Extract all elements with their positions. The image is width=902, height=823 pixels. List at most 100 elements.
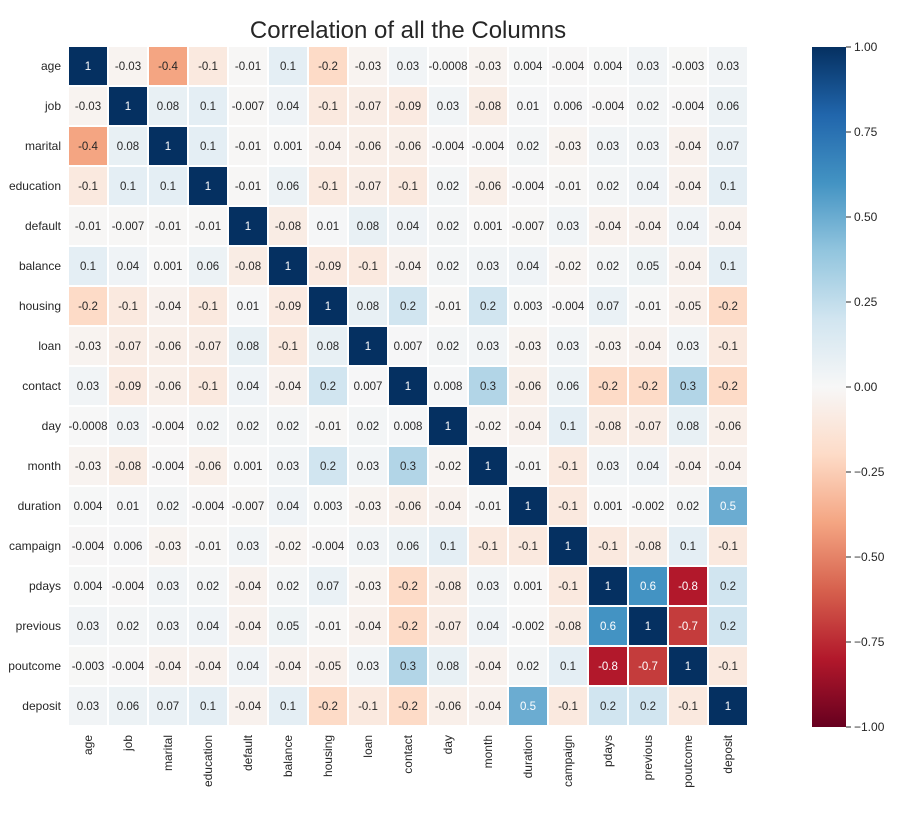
heatmap-cell — [189, 487, 227, 525]
heatmap-cell-label: -0.04 — [715, 461, 742, 473]
heatmap-cell — [69, 367, 107, 405]
x-tick-label: default — [241, 734, 255, 771]
heatmap-cell-label: 0.03 — [637, 141, 659, 153]
heatmap-cell-label: 0.06 — [277, 181, 299, 193]
heatmap-cell-label: -0.01 — [475, 501, 501, 513]
heatmap-cell — [149, 287, 187, 325]
heatmap-cell — [229, 47, 267, 85]
heatmap-cell-label: 0.03 — [597, 461, 619, 473]
heatmap-cell-label: -0.03 — [75, 101, 101, 113]
heatmap-cell — [309, 47, 347, 85]
heatmap-cell — [389, 287, 427, 325]
heatmap-cell — [709, 567, 747, 605]
heatmap-cell — [589, 407, 627, 445]
heatmap-cell-label: 0.07 — [317, 581, 339, 593]
heatmap-cell — [349, 407, 387, 445]
heatmap-cell-label: -0.4 — [158, 61, 178, 73]
heatmap-cell — [349, 87, 387, 125]
heatmap-cell — [629, 687, 667, 725]
heatmap-cell — [429, 647, 467, 685]
y-tick-label: pdays — [29, 579, 61, 593]
heatmap-cell — [309, 327, 347, 365]
heatmap-cell-label: 0.2 — [320, 381, 336, 393]
heatmap-cell — [149, 607, 187, 645]
heatmap-cell — [549, 407, 587, 445]
heatmap-cell-label: 0.02 — [157, 501, 179, 513]
heatmap-cell-label: 0.03 — [277, 461, 299, 473]
heatmap-cell — [309, 87, 347, 125]
heatmap-cell — [109, 407, 147, 445]
heatmap-cell-label: -0.04 — [355, 621, 382, 633]
heatmap-cell-label: 0.02 — [197, 581, 219, 593]
heatmap-cell — [349, 567, 387, 605]
heatmap-cell-label: -0.02 — [435, 461, 461, 473]
heatmap-cell — [709, 527, 747, 565]
x-tick-labels: age job marital education default balance hous… — [81, 734, 735, 787]
heatmap-cell-label: 0.1 — [720, 261, 736, 273]
heatmap-cell-label: -0.02 — [555, 261, 581, 273]
heatmap-cell — [69, 327, 107, 365]
heatmap-cell — [69, 247, 107, 285]
heatmap-cell — [389, 567, 427, 605]
heatmap-cell-label: 0.02 — [517, 141, 539, 153]
heatmap-cell — [149, 127, 187, 165]
heatmap-cell-label: -0.06 — [155, 341, 181, 353]
heatmap-cell — [389, 207, 427, 245]
heatmap-cell — [69, 87, 107, 125]
heatmap-cell-label: 0.08 — [677, 421, 699, 433]
heatmap-cell-label: 0.04 — [397, 221, 420, 233]
heatmap-cell-label: -0.02 — [275, 541, 301, 553]
heatmap-cell-label: -0.01 — [515, 461, 541, 473]
x-tick-label: duration — [521, 735, 535, 778]
heatmap-cell — [109, 247, 147, 285]
heatmap-cell-label: -0.004 — [112, 581, 145, 593]
heatmap-cell-label: -0.03 — [355, 501, 381, 513]
heatmap-cell-label: -0.05 — [315, 661, 341, 673]
heatmap-cell — [269, 167, 307, 205]
x-tick-label: loan — [361, 735, 375, 758]
heatmap-cell — [309, 567, 347, 605]
heatmap-cell-label: -0.1 — [478, 541, 498, 553]
heatmap-cell-label: -0.01 — [195, 221, 221, 233]
heatmap-cell — [109, 687, 147, 725]
heatmap-cell — [549, 567, 587, 605]
heatmap-cell-label: -0.1 — [598, 541, 618, 553]
heatmap-cell — [709, 167, 747, 205]
heatmap-cell — [309, 607, 347, 645]
heatmap-cell — [309, 287, 347, 325]
heatmap-cell-label: 0.03 — [117, 421, 139, 433]
heatmap-cell — [669, 447, 707, 485]
heatmap-cell — [109, 207, 147, 245]
x-tick-label: marital — [161, 735, 175, 771]
heatmap-cell — [429, 207, 467, 245]
heatmap-cell — [389, 87, 427, 125]
heatmap-cell-label: -0.04 — [395, 261, 422, 273]
heatmap-cell-label: -0.0008 — [68, 421, 107, 433]
heatmap-cell-label: -0.04 — [675, 141, 702, 153]
heatmap-cell-label: 0.03 — [77, 621, 99, 633]
heatmap-cell — [709, 327, 747, 365]
heatmap-cell-label: -0.004 — [552, 61, 585, 73]
heatmap-cell-label: -0.04 — [235, 581, 262, 593]
heatmap-cell — [189, 687, 227, 725]
heatmap-cell — [549, 607, 587, 645]
x-tick-label: pdays — [601, 735, 615, 767]
heatmap-cell-label: 0.03 — [357, 461, 379, 473]
heatmap-cell — [69, 407, 107, 445]
heatmap-cell — [229, 487, 267, 525]
heatmap-cell-label: 0.1 — [160, 181, 176, 193]
heatmap-cell — [109, 127, 147, 165]
heatmap-cell-label: 0.07 — [597, 301, 619, 313]
heatmap-cell — [429, 127, 467, 165]
y-tick-label: duration — [18, 499, 61, 513]
heatmap-cell-label: 0.04 — [117, 261, 140, 273]
heatmap-cell — [269, 607, 307, 645]
heatmap-cell-label: -0.1 — [78, 181, 98, 193]
heatmap-cell — [389, 687, 427, 725]
heatmap-cell-label: 0.02 — [197, 421, 219, 433]
heatmap-cell — [269, 687, 307, 725]
heatmap-cell-label: -0.03 — [75, 461, 101, 473]
heatmap-cell-label: 1 — [405, 381, 411, 393]
heatmap-cell-label: 0.08 — [117, 141, 139, 153]
heatmap-cell-label: -0.01 — [235, 141, 261, 153]
